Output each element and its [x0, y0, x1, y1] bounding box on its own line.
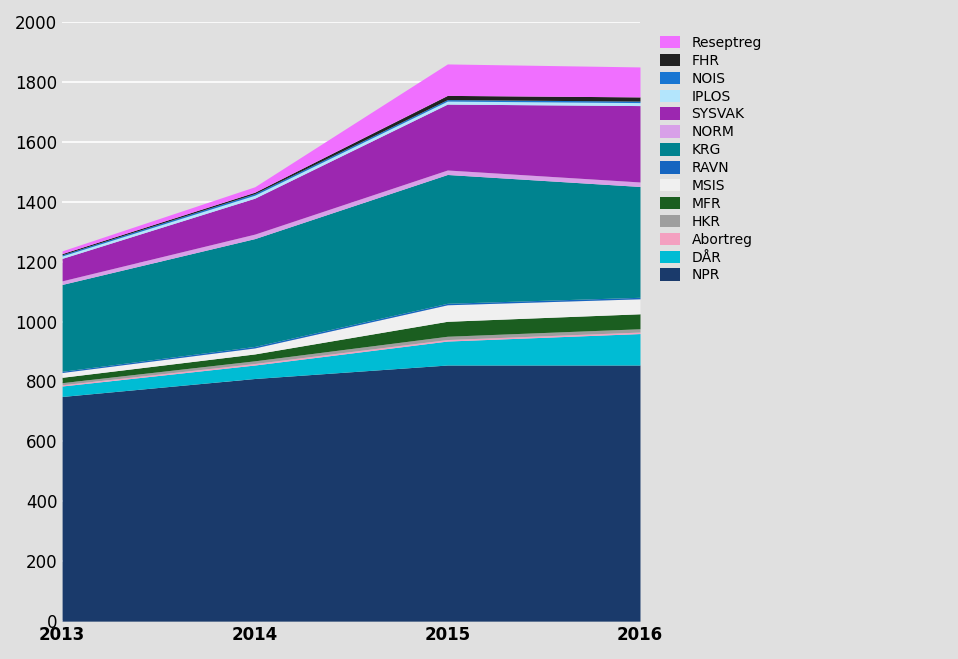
Legend: Reseptreg, FHR, NOIS, IPLOS, SYSVAK, NORM, KRG, RAVN, MSIS, MFR, HKR, Abortreg, : Reseptreg, FHR, NOIS, IPLOS, SYSVAK, NOR…	[652, 29, 769, 289]
